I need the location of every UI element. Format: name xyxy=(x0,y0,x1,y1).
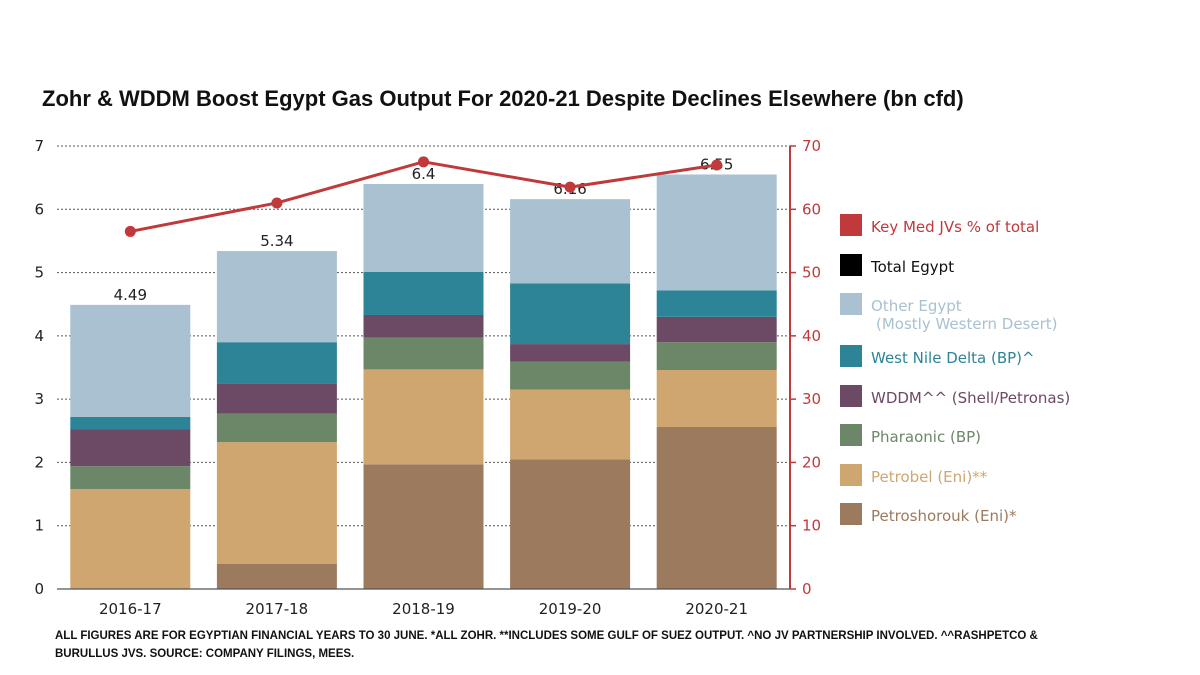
bar-segment xyxy=(70,489,191,589)
jv-share-line xyxy=(124,156,723,237)
bar-segment xyxy=(656,426,777,589)
y-tick-label: 1 xyxy=(34,517,44,535)
legend-swatch xyxy=(840,503,862,525)
chart-title: Zohr & WDDM Boost Egypt Gas Output For 2… xyxy=(42,86,964,111)
y-tick-label: 2 xyxy=(34,453,44,471)
bar-segment xyxy=(363,337,484,370)
jv-share-point xyxy=(271,197,283,209)
legend-swatch xyxy=(840,293,862,315)
legend-swatch xyxy=(840,254,862,276)
x-tick-label: 2018-19 xyxy=(392,600,455,618)
bar-segment xyxy=(216,563,337,589)
legend-label: WDDM^^ (Shell/Petronas) xyxy=(871,389,1070,407)
y2-tick-label: 20 xyxy=(802,453,821,471)
legend-label: West Nile Delta (BP)^ xyxy=(871,349,1035,367)
total-label: 5.34 xyxy=(260,232,293,250)
bar-segment xyxy=(510,361,631,390)
legend-label: Total Egypt xyxy=(870,258,954,276)
bar-segment xyxy=(70,466,191,490)
y-tick-label: 4 xyxy=(34,327,44,345)
jv-share-point xyxy=(711,159,723,171)
jv-share-point xyxy=(564,181,576,193)
bar-segment xyxy=(363,271,484,315)
bar-segment xyxy=(216,251,337,343)
x-tick-label: 2019-20 xyxy=(539,600,602,618)
x-tick-label: 2017-18 xyxy=(246,600,309,618)
y2-tick-label: 50 xyxy=(802,264,821,282)
bar-segment xyxy=(656,316,777,343)
x-tick-label: 2020-21 xyxy=(685,600,748,618)
y-tick-label: 0 xyxy=(34,580,44,598)
bar-segment xyxy=(216,442,337,564)
bar-segment xyxy=(363,183,484,272)
legend-label: Pharaonic (BP) xyxy=(871,428,981,446)
bar-segment xyxy=(216,413,337,443)
bar-segment xyxy=(70,304,191,417)
footnote-line-2: BURULLUS JVS. SOURCE: COMPANY FILINGS, M… xyxy=(55,648,355,660)
legend-swatch xyxy=(840,345,862,367)
y-tick-label: 6 xyxy=(34,200,44,218)
legend-swatch xyxy=(840,424,862,446)
bar-segment xyxy=(363,464,484,589)
bar-segment xyxy=(216,383,337,414)
bar-segment xyxy=(510,344,631,362)
y-tick-label: 5 xyxy=(34,264,44,282)
y2-tick-label: 10 xyxy=(802,517,821,535)
legend-label: Key Med JVs % of total xyxy=(871,218,1039,236)
legend-swatch xyxy=(840,385,862,407)
bar-segment xyxy=(510,283,631,345)
legend: Key Med JVs % of total Total Egypt Other E… xyxy=(840,214,1070,525)
bar-segment xyxy=(70,416,191,430)
x-tick-label: 2016-17 xyxy=(99,600,162,618)
legend-label: Other Egypt xyxy=(871,297,962,315)
jv-share-point xyxy=(124,225,136,237)
y2-tick-label: 40 xyxy=(802,327,821,345)
legend-swatch xyxy=(840,464,862,486)
bar-segment xyxy=(70,429,191,467)
y2-tick-label: 30 xyxy=(802,390,821,408)
bar-segment xyxy=(363,314,484,338)
bar-segment xyxy=(510,199,631,284)
legend-swatch xyxy=(840,214,862,236)
bar-segment xyxy=(510,389,631,460)
y-tick-label: 7 xyxy=(34,137,44,155)
y-tick-label: 3 xyxy=(34,390,44,408)
jv-share-point xyxy=(418,156,429,168)
bar-segment xyxy=(656,290,777,317)
y2-tick-label: 70 xyxy=(802,137,821,155)
bar-segment xyxy=(363,369,484,465)
footnote-line-1: ALL FIGURES ARE FOR EGYPTIAN FINANCIAL Y… xyxy=(55,630,1038,642)
total-label: 6.4 xyxy=(412,165,436,183)
total-label: 4.49 xyxy=(114,286,147,304)
bar-segment xyxy=(510,459,631,589)
bar-stacks xyxy=(70,174,777,589)
bar-segment xyxy=(656,370,777,427)
bar-segment xyxy=(216,342,337,384)
legend-label-line2: (Mostly Western Desert) xyxy=(876,315,1058,333)
legend-label: Petroshorouk (Eni)* xyxy=(871,507,1017,525)
y2-tick-label: 60 xyxy=(802,200,821,218)
y2-tick-label: 0 xyxy=(802,580,812,598)
bar-segment xyxy=(656,174,777,291)
legend-label: Petrobel (Eni)** xyxy=(871,468,988,486)
footnote: ALL FIGURES ARE FOR EGYPTIAN FINANCIAL Y… xyxy=(55,627,1135,663)
bar-segment xyxy=(656,342,777,371)
